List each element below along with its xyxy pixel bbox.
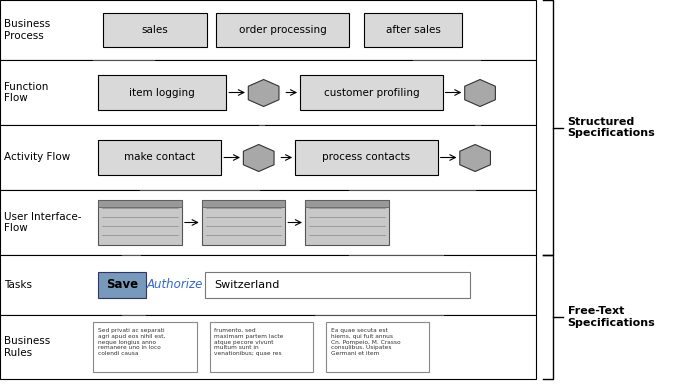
- Bar: [0, 255, 536, 315]
- Text: Business
Rules: Business Rules: [4, 336, 50, 358]
- Text: make contact: make contact: [124, 152, 195, 163]
- Text: Free-Text
Specifications: Free-Text Specifications: [568, 306, 655, 328]
- Text: Structured
Specifications: Structured Specifications: [568, 117, 655, 138]
- Text: Sed privati ac separati
agri apud eos nihil est,
neque longius anno
remanere uno: Sed privati ac separati agri apud eos ni…: [99, 328, 166, 356]
- Polygon shape: [460, 144, 491, 172]
- Bar: [216, 13, 349, 47]
- Bar: [93, 322, 197, 372]
- Text: process contacts: process contacts: [322, 152, 410, 163]
- Bar: [99, 200, 182, 207]
- Bar: [0, 315, 536, 379]
- Text: Ea quae secuta est
hiems, qui fuit annus
Cn. Pompeio, M. Crasso
consulibus, Usip: Ea quae secuta est hiems, qui fuit annus…: [331, 328, 400, 356]
- Text: Save: Save: [106, 279, 138, 291]
- Bar: [0, 190, 536, 255]
- Bar: [0, 125, 536, 190]
- Text: Business
Process: Business Process: [4, 19, 50, 41]
- Polygon shape: [243, 144, 274, 172]
- Polygon shape: [464, 79, 496, 107]
- Text: User Interface-
Flow: User Interface- Flow: [4, 212, 81, 233]
- Polygon shape: [248, 79, 279, 107]
- Bar: [99, 75, 226, 110]
- Bar: [305, 200, 389, 245]
- Text: Function
Flow: Function Flow: [4, 82, 48, 103]
- Bar: [300, 75, 443, 110]
- Text: Tasks: Tasks: [4, 280, 32, 290]
- Bar: [210, 322, 313, 372]
- Text: customer profiling: customer profiling: [324, 88, 419, 98]
- Bar: [305, 200, 389, 207]
- Text: sales: sales: [141, 25, 168, 35]
- Text: after sales: after sales: [386, 25, 441, 35]
- Text: Authorize: Authorize: [147, 279, 203, 291]
- Bar: [201, 200, 285, 245]
- Bar: [99, 200, 182, 245]
- Bar: [364, 13, 462, 47]
- Text: item logging: item logging: [129, 88, 195, 98]
- Text: Switzerland: Switzerland: [214, 280, 280, 290]
- Bar: [326, 322, 429, 372]
- Bar: [205, 272, 470, 298]
- Text: order processing: order processing: [239, 25, 327, 35]
- Bar: [99, 272, 145, 298]
- Bar: [0, 0, 536, 60]
- Bar: [99, 140, 221, 175]
- Bar: [0, 60, 536, 125]
- Bar: [201, 200, 285, 207]
- Bar: [295, 140, 438, 175]
- Text: frumento, sed
maximam partem lacte
atque pecore vivunt
multum sunt in
venationib: frumento, sed maximam partem lacte atque…: [214, 328, 284, 356]
- Bar: [103, 13, 207, 47]
- Text: Activity Flow: Activity Flow: [4, 152, 70, 163]
